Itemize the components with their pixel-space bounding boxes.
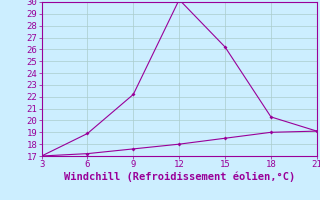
X-axis label: Windchill (Refroidissement éolien,°C): Windchill (Refroidissement éolien,°C) [64,172,295,182]
